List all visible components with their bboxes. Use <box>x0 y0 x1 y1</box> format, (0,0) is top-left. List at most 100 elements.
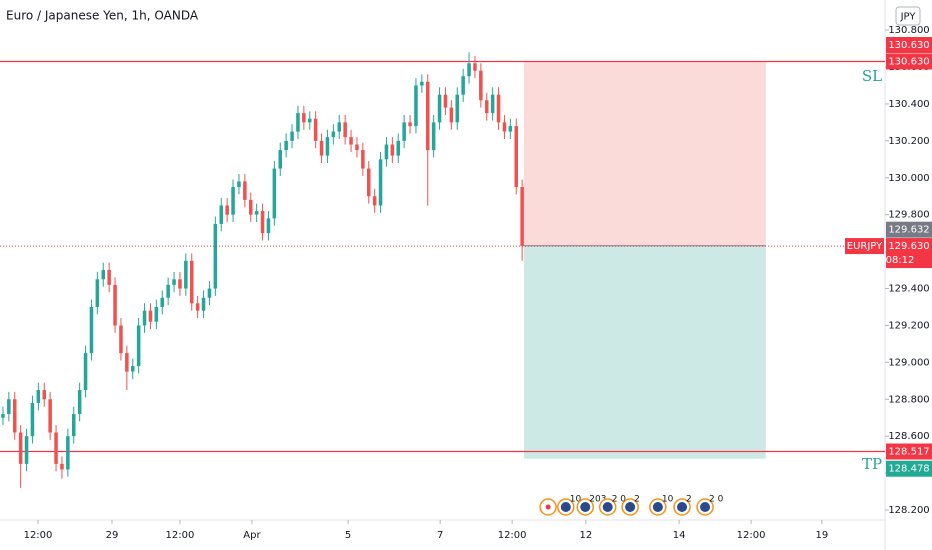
candle-body <box>178 279 182 289</box>
candle-body <box>378 159 383 206</box>
candle-body <box>425 81 430 151</box>
line-tag: 130.630 <box>888 56 929 67</box>
candle-body <box>508 126 513 132</box>
candle-body <box>325 137 330 156</box>
event-count: 203 <box>589 495 606 505</box>
x-tick-label: 12:00 <box>498 530 527 541</box>
candle-body <box>520 186 524 247</box>
candle-body <box>42 390 47 400</box>
candle-body <box>24 436 29 464</box>
candle-body <box>136 325 141 367</box>
candle-body <box>48 399 52 433</box>
y-tick-label: 128.600 <box>888 431 929 442</box>
candle-body <box>54 432 58 464</box>
candle-body <box>201 297 206 311</box>
candle-body <box>484 100 489 114</box>
currency-box[interactable] <box>895 6 921 26</box>
candle-body <box>372 196 377 206</box>
candle-body <box>396 140 401 156</box>
candle-body <box>160 297 165 307</box>
x-tick-label: 19 <box>816 530 829 541</box>
candle-body <box>408 122 412 127</box>
event-icon-core <box>652 502 663 512</box>
candle-body <box>225 205 229 215</box>
y-tick-label: 130.400 <box>888 99 929 110</box>
candle-body <box>60 463 64 470</box>
candle-body <box>319 140 324 156</box>
candle-body <box>307 118 312 123</box>
candle-body <box>449 107 454 123</box>
candle-body <box>119 325 123 354</box>
candle-body <box>30 402 35 437</box>
candle-body <box>71 414 76 437</box>
candle-body <box>284 140 288 151</box>
x-tick-label: 12:00 <box>166 530 195 541</box>
candle-body <box>260 210 265 234</box>
candle-body <box>130 366 135 372</box>
target-tag: 128.478 <box>888 464 929 475</box>
candle-body <box>89 306 94 354</box>
candle-body <box>313 118 318 141</box>
y-tick-label: 129.000 <box>888 357 929 368</box>
event-icon-core <box>677 502 688 512</box>
line-tag-bg <box>886 37 932 53</box>
y-tick-label: 130.200 <box>888 136 929 147</box>
candle-body <box>219 205 224 224</box>
x-tick-label: 14 <box>673 530 686 541</box>
candle-body <box>142 310 147 326</box>
candle-body <box>243 181 247 200</box>
event-icon-core <box>625 502 636 512</box>
candle-body <box>101 270 106 280</box>
candle-body <box>296 113 300 132</box>
entry-tag-bg <box>886 221 932 238</box>
x-tick-label: 5 <box>345 530 351 541</box>
candle-body <box>12 399 17 433</box>
candle-body <box>420 81 424 86</box>
candle-body <box>349 137 353 145</box>
candle-body <box>467 63 471 77</box>
candle-body <box>366 168 371 197</box>
candle-body <box>390 144 395 156</box>
x-tick-label: Apr <box>243 530 261 541</box>
symbol-tag-bg <box>845 238 884 255</box>
x-tick-label: 12:00 <box>737 530 766 541</box>
candle-body <box>1 414 5 418</box>
candle-body <box>502 122 507 132</box>
candle-body <box>473 63 477 71</box>
candle-body <box>7 399 11 415</box>
candle-body <box>361 150 365 169</box>
candle-body <box>431 122 436 151</box>
candle-body <box>355 144 359 151</box>
stop-label: SL <box>862 67 882 85</box>
candle-body <box>266 218 271 234</box>
line-tag-bg <box>886 443 932 460</box>
candle-body <box>83 353 88 391</box>
x-tick-label: 12:00 <box>24 530 53 541</box>
target-label: TP <box>862 455 882 473</box>
event-icon-core <box>560 502 571 512</box>
event-count: 2 <box>686 495 692 505</box>
candle-body <box>189 260 194 304</box>
candle-body <box>254 210 259 215</box>
currency[interactable]: JPY <box>900 12 917 23</box>
event-icon-core <box>545 504 551 510</box>
y-tick-label: 128.200 <box>888 505 929 516</box>
candle-body <box>272 168 277 219</box>
candle-body <box>455 94 460 123</box>
event-icon-core <box>602 502 613 512</box>
candle-body <box>113 284 117 326</box>
candle-body <box>437 94 442 123</box>
candle-body <box>443 94 448 108</box>
symbol-tag: EURJPY <box>847 241 883 252</box>
candle-body <box>290 131 294 141</box>
line-tag-bg <box>886 53 932 70</box>
candle-body <box>231 186 235 215</box>
candle-body <box>207 288 212 298</box>
candle-body <box>148 310 153 322</box>
candle-body <box>184 260 188 289</box>
candle-body <box>343 122 347 138</box>
candle-body <box>36 390 41 403</box>
event-count: 2 0 <box>709 495 724 505</box>
